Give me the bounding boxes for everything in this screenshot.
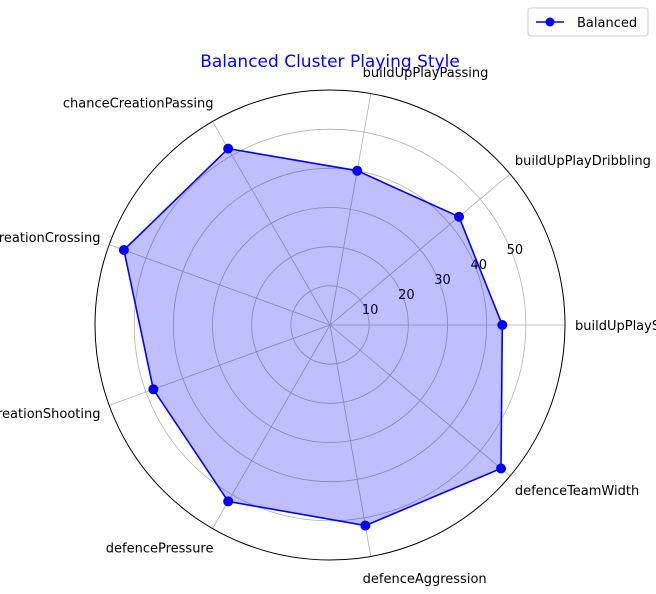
grid-spoke-6 bbox=[212, 324, 331, 529]
grid-spoke-1 bbox=[329, 173, 511, 326]
grid-spoke-8 bbox=[329, 324, 511, 477]
grid-spoke-7 bbox=[329, 324, 372, 557]
legend-label: Balanced bbox=[577, 16, 637, 31]
data-point-chanceCreationCrossing bbox=[118, 244, 129, 255]
category-label: defenceTeamWidth bbox=[515, 484, 639, 499]
polar-frame bbox=[94, 89, 566, 561]
category-label: buildUpPlayPassing bbox=[363, 66, 489, 81]
data-point-chanceCreationShooting bbox=[148, 384, 159, 395]
data-point-defenceTeamWidth bbox=[496, 463, 507, 474]
data-point-defenceAggression bbox=[360, 520, 371, 531]
category-label: defencePressure bbox=[106, 542, 214, 557]
chart-title: Balanced Cluster Playing Style bbox=[200, 52, 460, 72]
radial-tick-label: 30 bbox=[434, 273, 451, 288]
grid-spoke-5 bbox=[109, 324, 331, 406]
legend-marker bbox=[545, 17, 555, 27]
category-label: chanceCreationShooting bbox=[0, 407, 100, 422]
grid-spoke-4 bbox=[109, 244, 331, 326]
series-fill-area bbox=[123, 148, 503, 526]
data-point-buildUpPlayDribbling bbox=[454, 211, 465, 222]
legend-box bbox=[527, 7, 649, 37]
grid-spoke-3 bbox=[212, 121, 331, 326]
grid-spoke-2 bbox=[329, 93, 372, 326]
data-point-buildUpPlaySpeed bbox=[497, 320, 508, 330]
category-label: chanceCreationCrossing bbox=[0, 231, 100, 246]
category-label: buildUpPlaySpeed bbox=[575, 319, 656, 334]
data-point-chanceCreationPassing bbox=[223, 143, 234, 154]
radial-tick-label: 20 bbox=[398, 288, 415, 303]
radial-tick-label: 10 bbox=[362, 303, 379, 318]
category-label: chanceCreationPassing bbox=[63, 96, 214, 111]
category-label: defenceAggression bbox=[363, 572, 487, 587]
data-point-defencePressure bbox=[223, 496, 234, 507]
category-label: buildUpPlayDribbling bbox=[515, 154, 651, 169]
radial-tick-label: 50 bbox=[507, 243, 524, 258]
data-point-buildUpPlayPassing bbox=[352, 165, 363, 176]
series-line bbox=[123, 147, 504, 527]
